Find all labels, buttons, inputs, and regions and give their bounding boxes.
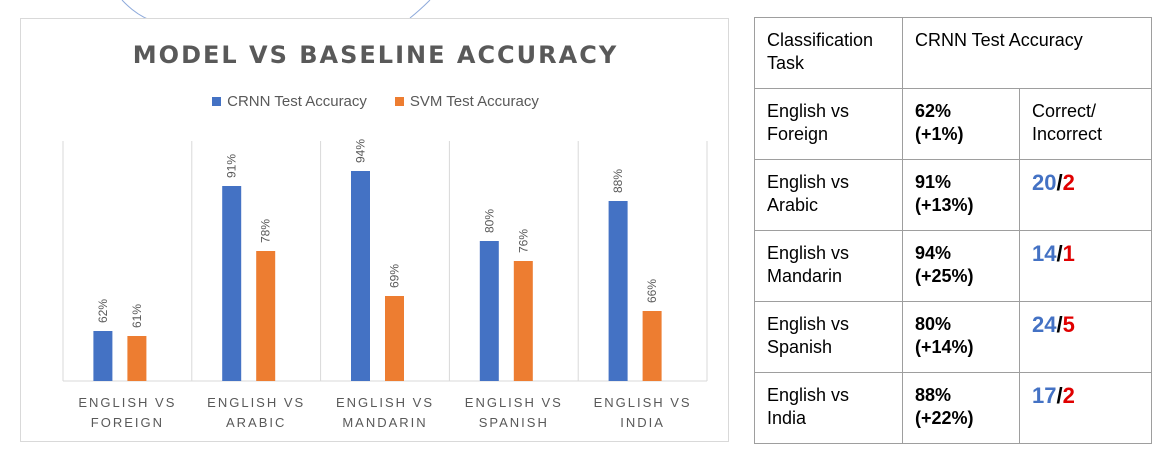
correct-count: 14 xyxy=(1032,241,1057,266)
category-label: ENGLISH VS xyxy=(336,395,434,410)
data-label: 94% xyxy=(354,139,368,163)
correct-count: 24 xyxy=(1032,312,1057,337)
table-row: English vs Arabic 91% (+13%) 20/2 xyxy=(754,159,1152,231)
accuracy-cell: 80% (+14%) xyxy=(902,301,1020,373)
ci-slash: / xyxy=(1056,312,1063,337)
ci-slash: / xyxy=(1056,383,1063,408)
chart-title: MODEL VS BASELINE ACCURACY xyxy=(132,41,619,69)
bar-crnn xyxy=(351,171,370,381)
bar-svm xyxy=(256,251,276,381)
data-label: 69% xyxy=(388,264,402,288)
category-label: SPANISH xyxy=(479,415,549,430)
legend-swatch-svm xyxy=(394,97,404,106)
header-crnn-accuracy: CRNN Test Accuracy xyxy=(902,17,1152,89)
accuracy-value: 62% xyxy=(915,101,952,121)
incorrect-count: 1 xyxy=(1062,241,1075,266)
incorrect-count: 5 xyxy=(1062,312,1075,337)
category-label: ENGLISH VS xyxy=(594,395,692,410)
category-label: ARABIC xyxy=(226,415,286,430)
header-classification-task: Classification Task xyxy=(754,17,903,89)
task-cell: English vs Foreign xyxy=(754,88,903,160)
table-row: English vs Spanish 80% (+14%) 24/5 xyxy=(754,301,1152,373)
task-cell: English vs India xyxy=(754,372,903,444)
category-label: ENGLISH VS xyxy=(78,395,176,410)
bar-svm xyxy=(513,261,533,381)
accuracy-cell: 88% (+22%) xyxy=(902,372,1020,444)
table-row: English vs India 88% (+22%) 17/2 xyxy=(754,372,1152,444)
task-cell: English vs Mandarin xyxy=(754,230,903,302)
bar-crnn xyxy=(479,241,499,381)
data-label: 78% xyxy=(259,219,273,243)
bar-crnn xyxy=(222,186,242,381)
ci-slash: / xyxy=(1056,241,1063,266)
category-label: INDIA xyxy=(620,415,665,430)
data-label: 76% xyxy=(516,229,530,253)
correct-incorrect-cell: 20/2 xyxy=(1019,159,1152,231)
bar-chart: 62% 91% 94% 80% 88% 61% 78% 69% 76% 66% ENGLISH VS… xyxy=(20,18,729,442)
accuracy-cell: 62% (+1%) xyxy=(902,88,1020,160)
correct-incorrect-cell: 24/5 xyxy=(1019,301,1152,373)
category-label: FOREIGN xyxy=(91,415,164,430)
accuracy-delta: (+25%) xyxy=(915,266,974,286)
category-label: ENGLISH VS xyxy=(207,395,305,410)
category-label: ENGLISH VS xyxy=(465,395,563,410)
incorrect-count: 2 xyxy=(1062,383,1075,408)
data-label: 80% xyxy=(482,209,496,233)
bar-svm xyxy=(385,296,404,381)
data-label: 66% xyxy=(645,279,659,303)
correct-count: 17 xyxy=(1032,383,1057,408)
accuracy-value: 88% xyxy=(915,385,952,405)
correct-incorrect-header: Correct/ Incorrect xyxy=(1019,88,1152,160)
bar-svm xyxy=(642,311,662,381)
legend-label-svm: SVM Test Accuracy xyxy=(409,93,539,110)
table-header-row: Classification Task CRNN Test Accuracy xyxy=(754,17,1152,89)
accuracy-cell: 91% (+13%) xyxy=(902,159,1020,231)
accuracy-delta: (+1%) xyxy=(915,124,964,144)
correct-count: 20 xyxy=(1032,170,1057,195)
accuracy-delta: (+22%) xyxy=(915,408,974,428)
accuracy-cell: 94% (+25%) xyxy=(902,230,1020,302)
correct-incorrect-cell: 17/2 xyxy=(1019,372,1152,444)
table-row: English vs Mandarin 94% (+25%) 14/1 xyxy=(754,230,1152,302)
accuracy-table: Classification Task CRNN Test Accuracy E… xyxy=(754,17,1152,444)
data-label: 91% xyxy=(225,154,239,178)
category-label: MANDARIN xyxy=(342,415,427,430)
chart-legend: CRNN Test Accuracy SVM Test Accuracy xyxy=(21,93,730,110)
data-label: 61% xyxy=(130,304,144,328)
correct-incorrect-cell: 14/1 xyxy=(1019,230,1152,302)
task-cell: English vs Arabic xyxy=(754,159,903,231)
data-label: 62% xyxy=(96,299,110,323)
data-label: 88% xyxy=(611,169,625,193)
ci-slash: / xyxy=(1056,170,1063,195)
accuracy-value: 94% xyxy=(915,243,952,263)
bar-crnn xyxy=(608,201,628,381)
accuracy-delta: (+13%) xyxy=(915,195,974,215)
legend-item-crnn: CRNN Test Accuracy xyxy=(212,93,367,110)
table-row: English vs Foreign 62% (+1%) Correct/ Inc… xyxy=(754,88,1152,160)
chart-plot: 62% 91% 94% 80% 88% 61% 78% 69% 76% 66% ENGLISH VS… xyxy=(62,139,708,430)
task-cell: English vs Spanish xyxy=(754,301,903,373)
legend-swatch-crnn xyxy=(212,97,222,106)
accuracy-value: 80% xyxy=(915,314,952,334)
legend-item-svm: SVM Test Accuracy xyxy=(394,93,539,110)
accuracy-value: 91% xyxy=(915,172,952,192)
bar-svm xyxy=(127,336,147,381)
legend-label-crnn: CRNN Test Accuracy xyxy=(227,93,367,110)
bar-crnn xyxy=(93,331,113,381)
incorrect-count: 2 xyxy=(1062,170,1075,195)
accuracy-delta: (+14%) xyxy=(915,337,974,357)
